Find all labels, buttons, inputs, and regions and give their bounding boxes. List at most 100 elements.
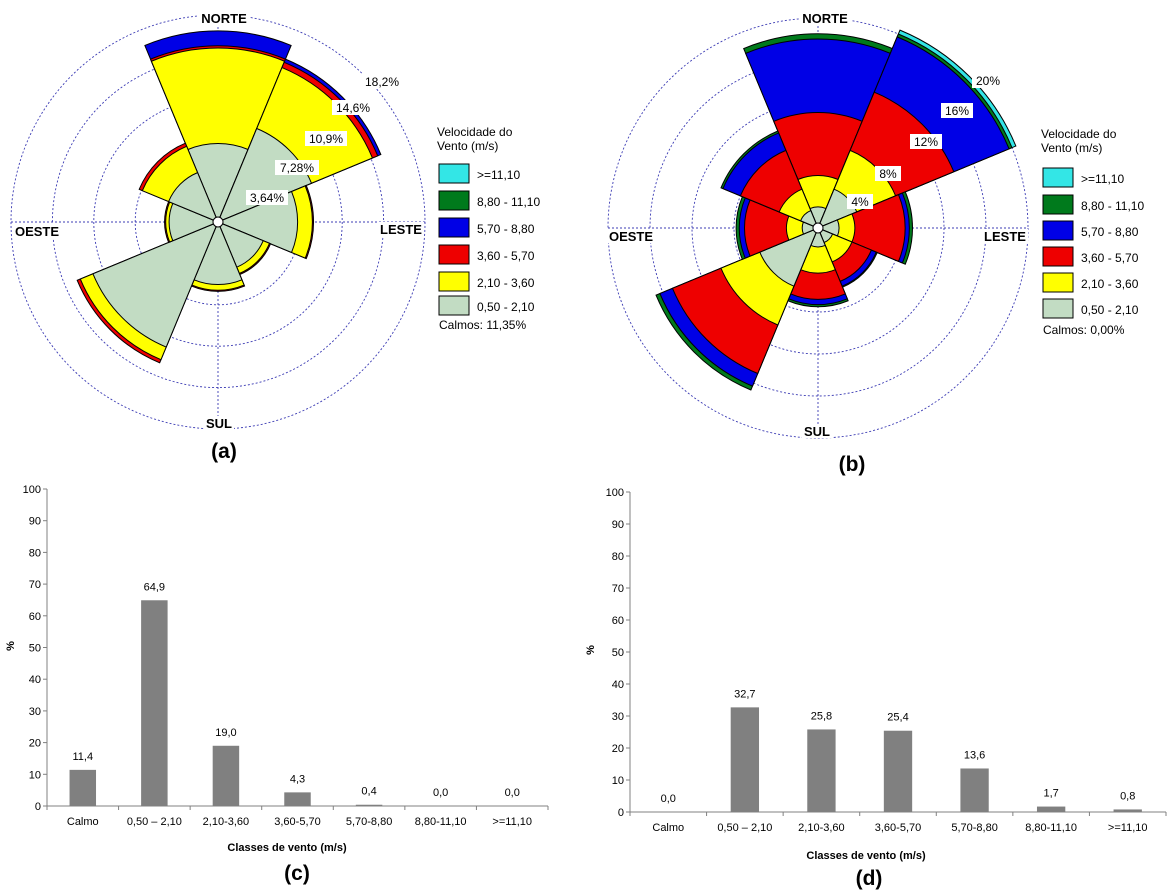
bar-data-label: 25,8 [811, 710, 832, 722]
bar-chart-c-ylabel: % [5, 641, 17, 651]
rose-a-legend-item: 8,80 - 11,10 [438, 190, 540, 211]
rose-a-legend-item: >=11,10 [438, 163, 520, 184]
y-tick-label: 90 [29, 516, 41, 528]
panel-label-b: (b) [839, 453, 866, 476]
rose-b-dir-bg [982, 229, 1028, 243]
panel-label-a: (a) [211, 440, 237, 463]
rose-a-legend-item: 0,50 - 2,10 [438, 295, 535, 316]
y-tick-label: 70 [29, 579, 41, 591]
rose-b-legend-item: 0,50 - 2,10 [1042, 298, 1139, 319]
rose-b-ring-label: 4% [847, 194, 873, 209]
svg-text:2,10 - 3,60: 2,10 - 3,60 [477, 276, 535, 290]
rose-sector-n-c360 [773, 112, 863, 230]
rose-a-ring-label: 18,2% [361, 74, 404, 89]
bar-data-label: 64,9 [144, 581, 165, 593]
rose-b-wedges [655, 29, 1017, 391]
rose-a-ring-label: 7,28% [275, 160, 319, 175]
svg-text:7,28%: 7,28% [280, 161, 314, 175]
x-tick-label: 8,80-11,10 [1025, 822, 1077, 834]
svg-text:8,80 - 11,10: 8,80 - 11,10 [1081, 199, 1144, 213]
x-tick-label: 8,80-11,10 [415, 816, 467, 828]
y-tick-label: 90 [612, 519, 624, 531]
svg-text:8%: 8% [879, 167, 897, 181]
svg-text:20%: 20% [976, 74, 1000, 88]
x-tick-label: 3,60-5,70 [274, 816, 320, 828]
rose-a-ring-label: 10,9% [305, 131, 347, 146]
bar-chart-c-xlabel: Classes de vento (m/s) [227, 842, 347, 854]
rose-a-dir-north: NORTE [201, 11, 247, 26]
y-tick-label: 0 [618, 807, 624, 819]
x-tick-label: >=11,10 [492, 816, 532, 828]
svg-text:>=11,10: >=11,10 [1081, 172, 1124, 186]
y-tick-label: 100 [606, 487, 624, 499]
svg-text:5,70 - 8,80: 5,70 - 8,80 [477, 222, 535, 236]
rose-b-ring-label: 16% [941, 103, 973, 118]
rose-sector-n-c210 [150, 47, 286, 224]
rose-b-calm-text: Calmos: 0,00% [1043, 323, 1125, 337]
svg-text:0,50 - 2,10: 0,50 - 2,10 [1081, 303, 1139, 317]
bar [807, 729, 836, 812]
bar-data-label: 0,0 [505, 787, 520, 799]
x-tick-label: >=11,10 [1108, 822, 1148, 834]
bar-data-label: 0,4 [361, 786, 376, 798]
bar-data-label: 1,7 [1043, 788, 1058, 800]
y-tick-label: 10 [29, 769, 41, 781]
bar [960, 768, 989, 812]
bar [212, 745, 240, 806]
rose-b-dir-east: LESTE [984, 229, 1026, 244]
x-tick-label: 5,70-8,80 [951, 822, 997, 834]
rose-b-dir-south: SUL [804, 424, 830, 439]
rose-a-legend-title: Vento (m/s) [437, 139, 498, 153]
rose-b-dir-west: OESTE [609, 229, 653, 244]
rose-a-ring-label: 14,6% [332, 100, 375, 115]
x-tick-label: Calmo [652, 822, 684, 834]
x-tick-label: 2,10-3,60 [798, 822, 844, 834]
svg-text:16%: 16% [945, 104, 969, 118]
bar [69, 769, 97, 806]
svg-text:4%: 4% [851, 195, 869, 209]
rose-a-calm-text: Calmos: 11,35% [439, 318, 526, 332]
x-tick-label: 5,70-8,80 [346, 816, 392, 828]
bar-data-label: 0,8 [1120, 790, 1135, 802]
rose-a-dir-west: OESTE [15, 224, 59, 239]
wind-rose-a: NORTE LESTE SUL OESTE 3,64% 7,28% 10,9% … [10, 11, 540, 463]
bar-chart-d-ylabel: % [585, 645, 597, 655]
svg-text:5,70 - 8,80: 5,70 - 8,80 [1081, 225, 1139, 239]
svg-text:>=11,10: >=11,10 [477, 168, 520, 182]
rose-b-center [812, 222, 824, 234]
bar [284, 792, 311, 806]
bar-chart-d-xlabel: Classes de vento (m/s) [806, 850, 926, 862]
rose-a-legend-title: Velocidade do [437, 125, 513, 139]
rose-b-ring-label: 12% [910, 134, 942, 149]
bar [355, 804, 383, 806]
svg-text:3,60 - 5,70: 3,60 - 5,70 [1081, 251, 1139, 265]
wind-rose-b: NORTE LESTE SUL OESTE 4% 8% 12% 16% 20% … [606, 11, 1144, 476]
y-tick-label: 70 [612, 583, 624, 595]
rose-a-wedges [76, 30, 382, 364]
rose-a-legend-item: 3,60 - 5,70 [438, 244, 535, 265]
x-tick-label: 0,50 – 2,10 [127, 816, 182, 828]
rose-sector-e-c360 [816, 193, 906, 263]
bar [1036, 806, 1066, 812]
svg-text:18,2%: 18,2% [365, 75, 399, 89]
rose-b-legend-title: Vento (m/s) [1041, 141, 1102, 155]
rose-b-legend-item: 8,80 - 11,10 [1042, 194, 1144, 215]
rose-b-dir-bg [799, 11, 851, 25]
rose-sector-sw-c050 [92, 221, 219, 348]
rose-b-ring-label: 8% [875, 166, 901, 181]
bar-data-label: 13,6 [964, 749, 985, 761]
y-tick-label: 60 [612, 615, 624, 627]
bar-data-label: 4,3 [290, 773, 305, 785]
bar-chart-d: 0 10 20 30 40 50 60 70 80 90 100 0,0 Calmo 32,7 0,50 –… [585, 487, 1167, 890]
y-tick-label: 50 [612, 647, 624, 659]
y-tick-label: 30 [29, 706, 41, 718]
rose-a-dir-bg [204, 416, 234, 430]
rose-b-dir-north: NORTE [802, 11, 848, 26]
svg-text:2,10 - 3,60: 2,10 - 3,60 [1081, 277, 1139, 291]
rose-sector-nw-c050 [167, 171, 219, 223]
y-tick-label: 60 [29, 611, 41, 623]
bar [730, 707, 760, 812]
svg-text:12%: 12% [914, 135, 938, 149]
panel-label-d: (d) [856, 867, 883, 890]
